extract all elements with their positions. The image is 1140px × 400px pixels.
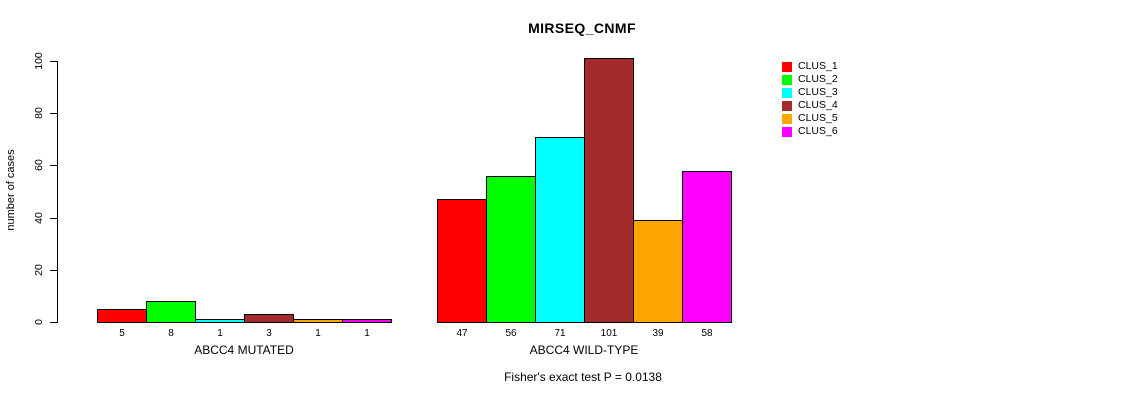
y-tick-label: 60: [33, 159, 45, 172]
bar-value-label: 58: [701, 328, 713, 339]
bar-clus_5: [293, 319, 343, 323]
bar-clus_6: [682, 170, 732, 323]
legend-label: CLUS_3: [798, 86, 838, 98]
legend-label: CLUS_4: [798, 99, 838, 111]
legend-swatch-clus_1: [782, 61, 792, 72]
legend-label: CLUS_6: [798, 125, 838, 137]
y-tick-mark: [50, 165, 57, 167]
bar-clus_5: [633, 220, 683, 323]
bar-clus_1: [97, 308, 147, 323]
bar-value-label: 101: [600, 328, 618, 339]
legend-row: CLUS_3: [782, 86, 838, 99]
legend-row: CLUS_1: [782, 60, 838, 73]
y-tick-mark: [50, 269, 57, 271]
y-axis-line: [57, 61, 58, 323]
y-tick-mark: [50, 61, 57, 62]
legend-label: CLUS_5: [798, 112, 838, 124]
bar-clus_4: [244, 314, 294, 323]
bar-value-label: 3: [266, 328, 272, 339]
bar-value-label: 56: [505, 328, 517, 339]
legend-label: CLUS_2: [798, 73, 838, 85]
bar-value-label: 8: [168, 328, 174, 339]
fisher-test-footnote: Fisher's exact test P = 0.0138: [504, 370, 662, 384]
y-tick-label: 20: [33, 263, 45, 276]
y-axis-label: number of cases: [5, 149, 17, 231]
legend: CLUS_1 CLUS_2 CLUS_3 CLUS_4 CLUS_5 CLUS_6: [782, 60, 838, 138]
bar-value-label: 1: [217, 328, 223, 339]
bar-clus_1: [437, 199, 487, 323]
group-axis-label: ABCC4 MUTATED: [194, 343, 294, 357]
bar-value-label: 5: [119, 328, 125, 339]
bar-clus_6: [342, 319, 392, 323]
y-tick-mark: [50, 322, 57, 323]
legend-swatch-clus_2: [782, 74, 792, 85]
bar-value-label: 71: [554, 328, 566, 339]
bar-clus_3: [195, 319, 245, 323]
bar-value-label: 39: [652, 328, 664, 339]
bar-value-label: 1: [364, 328, 370, 339]
legend-label: CLUS_1: [798, 60, 838, 72]
group-axis-label: ABCC4 WILD-TYPE: [529, 343, 639, 357]
y-tick-label: 100: [33, 52, 45, 70]
bar-clus_2: [486, 175, 536, 323]
y-tick-label: 80: [33, 107, 45, 120]
legend-swatch-clus_3: [782, 87, 792, 98]
y-tick-mark: [50, 113, 57, 115]
legend-row: CLUS_4: [782, 99, 838, 112]
y-tick-label: 0: [33, 319, 45, 325]
bar-clus_2: [146, 301, 196, 323]
bar-clus_3: [535, 136, 585, 323]
bar-value-label: 47: [456, 328, 468, 339]
bar-clus_4: [584, 58, 634, 323]
legend-row: CLUS_5: [782, 112, 838, 125]
legend-row: CLUS_2: [782, 73, 838, 86]
bar-value-label: 1: [315, 328, 321, 339]
y-tick-label: 40: [33, 211, 45, 224]
legend-swatch-clus_5: [782, 113, 792, 124]
legend-swatch-clus_4: [782, 100, 792, 111]
chart-title: MIRSEQ_CNMF: [528, 20, 636, 36]
legend-row: CLUS_6: [782, 125, 838, 138]
y-tick-mark: [50, 217, 57, 219]
legend-swatch-clus_6: [782, 126, 792, 137]
